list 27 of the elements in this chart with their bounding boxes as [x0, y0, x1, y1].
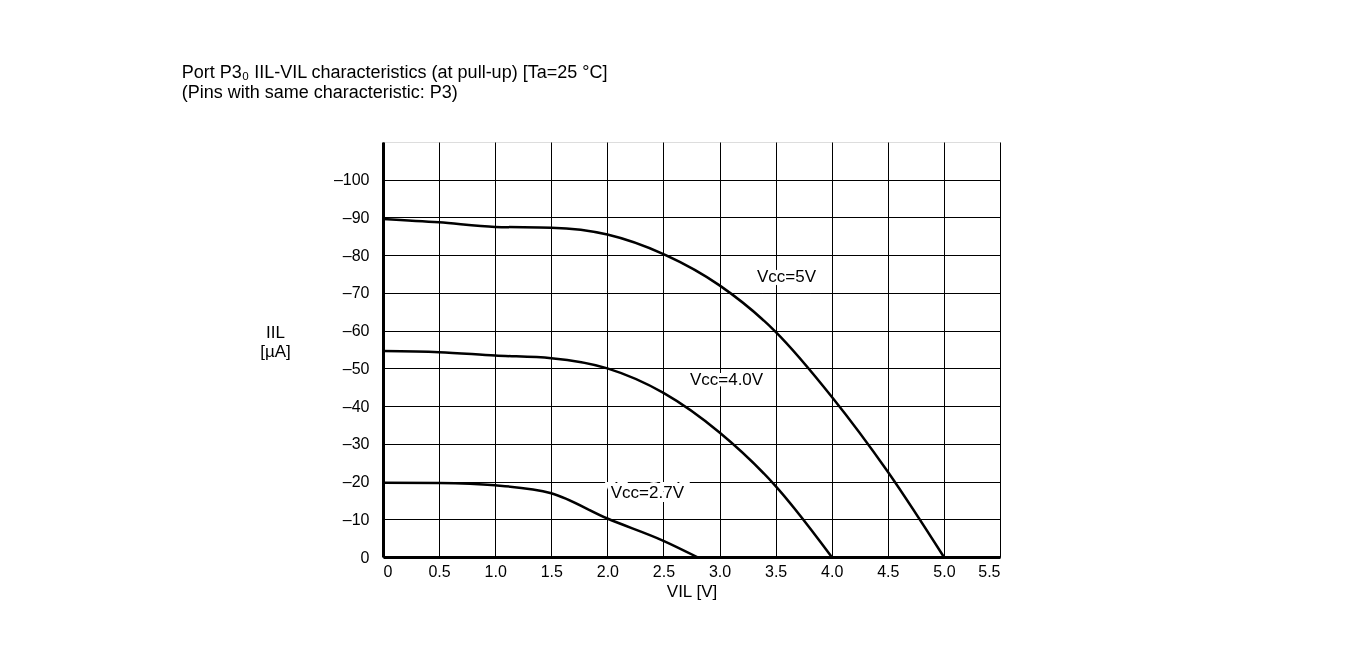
- x-tick-label: 1.0: [484, 562, 507, 580]
- x-tick-label: 1.5: [540, 562, 563, 580]
- x-tick-label: 2.5: [652, 562, 676, 580]
- y-tick-label: –50: [342, 359, 370, 377]
- y-tick-label: –20: [342, 473, 370, 491]
- y-tick-label: –100: [333, 171, 370, 189]
- y-tick-label: 0: [360, 548, 370, 566]
- x-tick-label: 4.0: [821, 562, 844, 580]
- y-tick-label: –10: [342, 510, 370, 528]
- x-tick-label: 3.5: [765, 562, 788, 580]
- x-tick-label: 5.5: [978, 562, 1001, 580]
- y-tick-label: –40: [342, 397, 370, 415]
- x-tick-label: 0.5: [428, 562, 451, 580]
- chart-title: Port P3₀ IIL-VIL characteristics (at pull-up) [Ta=25 °C]: [181, 62, 608, 82]
- y-tick-label: –70: [342, 284, 370, 302]
- chart-subtitle: (Pins with same characteristic: P3): [181, 82, 458, 102]
- x-tick-label: 5.0: [933, 562, 956, 580]
- x-tick-label: 3.0: [708, 562, 732, 580]
- y-axis-title: IIL [µA]: [260, 322, 291, 361]
- x-tick-label: 0: [383, 562, 393, 580]
- y-tick-label: –80: [342, 246, 370, 264]
- x-tick-label: 2.0: [596, 562, 620, 580]
- x-axis-title: VIL [V]: [666, 581, 718, 601]
- x-tick-label: 4.5: [877, 562, 900, 580]
- y-tick-label: –90: [342, 208, 370, 226]
- y-tick-label: –60: [342, 322, 370, 340]
- y-tick-label: –30: [342, 435, 370, 453]
